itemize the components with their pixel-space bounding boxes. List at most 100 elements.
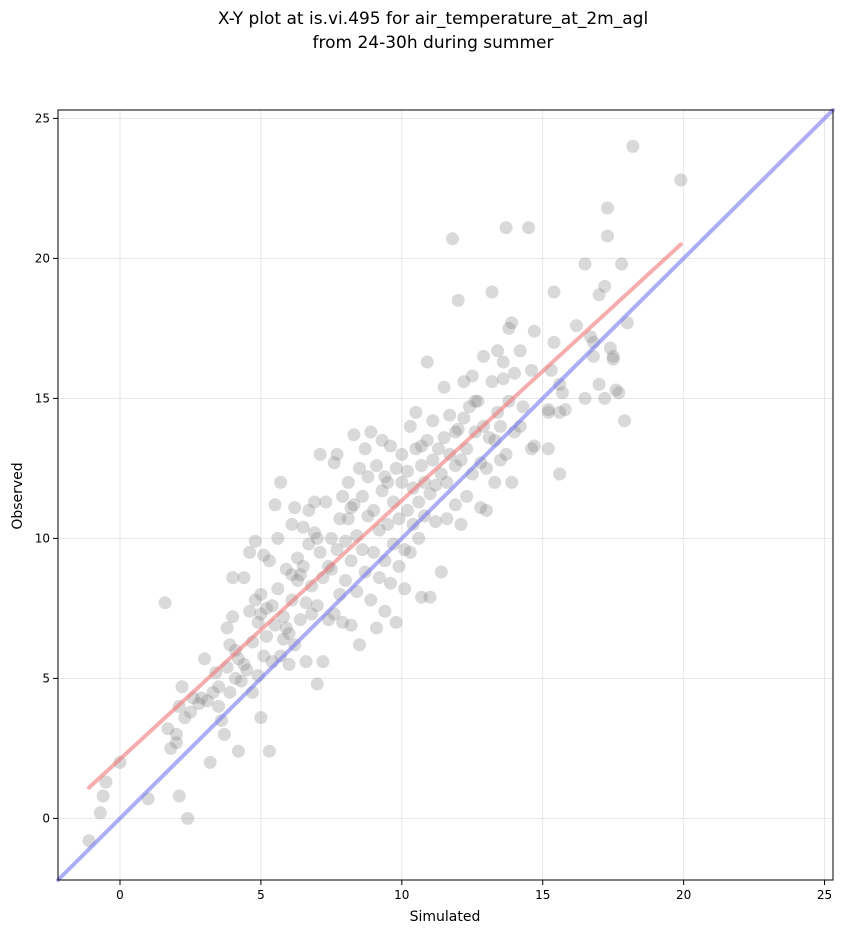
data-point — [541, 403, 555, 417]
data-point — [262, 744, 276, 758]
data-point — [384, 439, 397, 453]
data-point — [251, 615, 265, 629]
data-point — [279, 562, 293, 576]
data-point — [448, 498, 462, 512]
data-point — [310, 599, 324, 613]
data-point — [316, 655, 330, 669]
data-point — [262, 554, 276, 568]
data-point — [601, 201, 614, 215]
data-point — [423, 487, 437, 501]
data-point — [93, 806, 107, 820]
data-point — [609, 383, 623, 397]
data-point — [336, 615, 350, 629]
data-point — [381, 475, 395, 489]
data-point — [454, 517, 468, 531]
data-points — [82, 139, 688, 848]
data-point — [212, 680, 226, 694]
data-point — [279, 621, 293, 635]
data-point — [403, 545, 417, 559]
data-point — [434, 467, 448, 481]
data-point — [527, 439, 541, 453]
data-point — [96, 789, 110, 803]
data-point — [370, 459, 383, 473]
data-point — [592, 288, 606, 302]
data-point — [437, 431, 451, 445]
data-point — [598, 391, 612, 405]
data-point — [525, 363, 538, 377]
data-point — [274, 475, 288, 489]
chart-title-line-1: X-Y plot at is.vi.495 for air_temperatur… — [218, 9, 648, 29]
data-point — [99, 775, 113, 789]
data-point — [200, 694, 214, 708]
data-point — [364, 593, 378, 607]
data-point — [392, 512, 406, 526]
data-point — [234, 674, 248, 688]
y-tick-label: 20 — [35, 251, 50, 265]
data-point — [494, 419, 507, 433]
data-point — [460, 489, 474, 503]
data-point — [254, 587, 268, 601]
data-point — [378, 604, 392, 618]
data-point — [426, 453, 440, 467]
data-point — [237, 571, 251, 585]
data-point — [339, 573, 352, 587]
data-point — [457, 375, 471, 389]
data-point — [429, 478, 443, 492]
x-tick-label: 25 — [817, 888, 832, 902]
data-point — [415, 439, 428, 453]
data-point — [319, 495, 333, 509]
x-tick-label: 0 — [116, 888, 124, 902]
data-point — [553, 467, 567, 481]
data-point — [223, 685, 237, 699]
data-point — [260, 629, 273, 643]
data-point — [626, 139, 640, 153]
data-point — [477, 349, 490, 363]
data-point — [409, 405, 423, 419]
data-point — [592, 377, 606, 391]
data-point — [448, 459, 462, 473]
data-point — [344, 501, 358, 515]
data-point — [282, 657, 296, 671]
data-point — [347, 498, 361, 512]
data-point — [389, 461, 403, 475]
data-point — [291, 573, 304, 587]
data-point — [367, 545, 381, 559]
data-point — [412, 495, 426, 509]
y-axis-label: Observed — [10, 462, 26, 529]
data-point — [674, 173, 688, 187]
data-point — [271, 582, 285, 596]
data-point — [367, 503, 381, 517]
data-point — [395, 475, 409, 489]
data-point — [437, 380, 451, 394]
data-point — [217, 727, 231, 741]
data-point — [612, 386, 626, 400]
data-point — [541, 405, 555, 419]
data-point — [420, 433, 434, 447]
data-point — [446, 232, 459, 246]
x-axis-ticks: 0 5 10 15 20 25 — [116, 880, 832, 902]
data-point — [327, 456, 341, 470]
data-point — [601, 229, 614, 243]
data-point — [291, 551, 304, 565]
data-point — [302, 503, 316, 517]
chart-title-line-2: from 24-30h during summer — [313, 33, 554, 53]
data-point — [330, 543, 344, 557]
data-point — [113, 755, 127, 769]
data-point — [257, 649, 271, 663]
data-point — [401, 503, 414, 517]
data-point — [184, 705, 197, 719]
data-point — [440, 512, 454, 526]
data-point — [223, 638, 237, 652]
data-point — [310, 677, 324, 691]
y-tick-label: 5 — [42, 671, 50, 685]
data-point — [192, 697, 206, 711]
data-point — [215, 713, 228, 727]
data-point — [285, 517, 299, 531]
data-point — [389, 615, 403, 629]
data-point — [496, 372, 510, 386]
data-point — [341, 512, 355, 526]
data-point — [423, 590, 437, 604]
data-point — [443, 408, 457, 422]
data-point — [412, 531, 426, 545]
